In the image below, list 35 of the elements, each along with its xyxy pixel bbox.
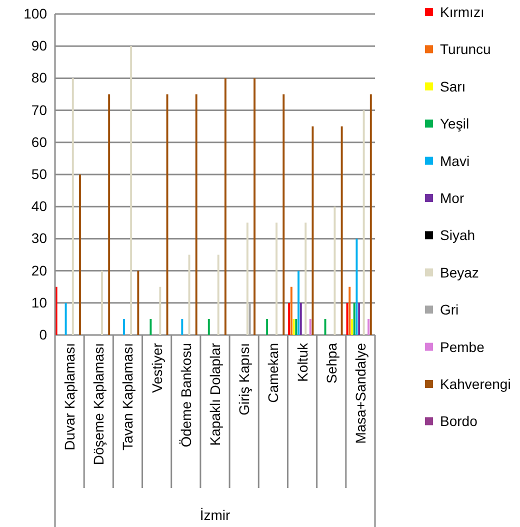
y-tick-label: 80 — [31, 70, 48, 86]
y-tick-label: 50 — [31, 166, 48, 182]
y-tick-label: 70 — [31, 102, 48, 118]
y-tick-label: 10 — [31, 294, 48, 310]
x-tick-label: Giriş Kapısı — [236, 343, 252, 416]
legend-label: Turuncu — [440, 41, 491, 58]
y-tick-label: 100 — [24, 5, 48, 22]
x-tick-label: Vestiyer — [148, 342, 165, 393]
legend-label: Gri — [440, 302, 459, 318]
x-tick-label: Masa+Sandalye — [352, 342, 368, 444]
y-tick-label: 40 — [31, 198, 48, 214]
y-tick-label: 20 — [31, 262, 48, 278]
legend-label: Bordo — [440, 413, 478, 430]
legend-label: Sarı — [440, 78, 466, 94]
x-tick-label: Sehpa — [323, 342, 340, 384]
legend-label: Mor — [440, 190, 464, 206]
x-tick-label: Camekan — [265, 343, 282, 403]
x-tick-label: Kapaklı Dolaplar — [207, 342, 223, 446]
y-tick-label: 90 — [31, 38, 48, 54]
x-tick-label: Döşeme Kaplaması — [90, 343, 107, 466]
y-tick-label: 30 — [31, 230, 48, 246]
x-tick-label: Duvar Kaplaması — [62, 343, 78, 450]
x-axis-title: İzmir — [200, 507, 230, 523]
legend-label: Mavi — [440, 152, 470, 169]
x-tick-label: Ödeme Bankosu — [178, 343, 194, 448]
legend-label: Yeşil — [440, 116, 470, 132]
legend-label: Kahverengi — [440, 376, 511, 392]
y-tick-label: 0 — [39, 326, 48, 342]
legend-label: Kırmızı — [440, 4, 484, 20]
y-tick-label: 60 — [31, 134, 48, 150]
legend-label: Siyah — [440, 227, 476, 244]
x-tick-label: Koltuk — [294, 342, 310, 382]
x-tick-label: Tavan Kaplaması — [120, 343, 136, 450]
legend-label: Pembe — [440, 338, 485, 355]
legend-label: Beyaz — [440, 264, 479, 280]
